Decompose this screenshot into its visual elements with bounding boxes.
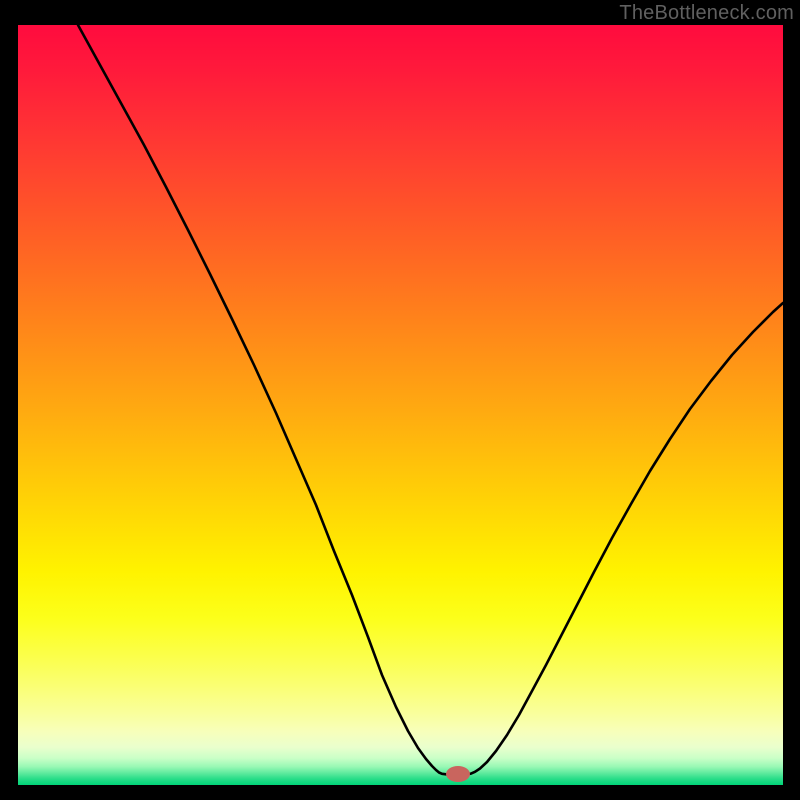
watermark-label: TheBottleneck.com bbox=[619, 2, 794, 25]
minimum-marker bbox=[446, 766, 470, 782]
chart-container: TheBottleneck.com bbox=[0, 0, 800, 800]
plot-area bbox=[18, 25, 783, 785]
chart-svg bbox=[18, 25, 783, 785]
gradient-background bbox=[18, 25, 783, 785]
